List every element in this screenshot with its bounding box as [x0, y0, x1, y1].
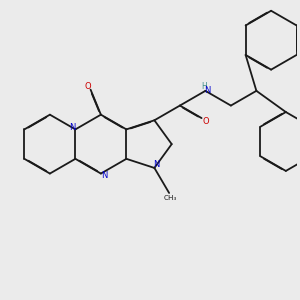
Text: N: N: [205, 86, 211, 95]
Text: H: H: [201, 82, 207, 91]
Text: N: N: [100, 170, 107, 179]
Text: CH₃: CH₃: [164, 195, 177, 201]
Text: O: O: [85, 82, 92, 91]
Text: N: N: [69, 123, 75, 132]
Text: N: N: [153, 160, 159, 169]
Text: O: O: [203, 117, 209, 126]
